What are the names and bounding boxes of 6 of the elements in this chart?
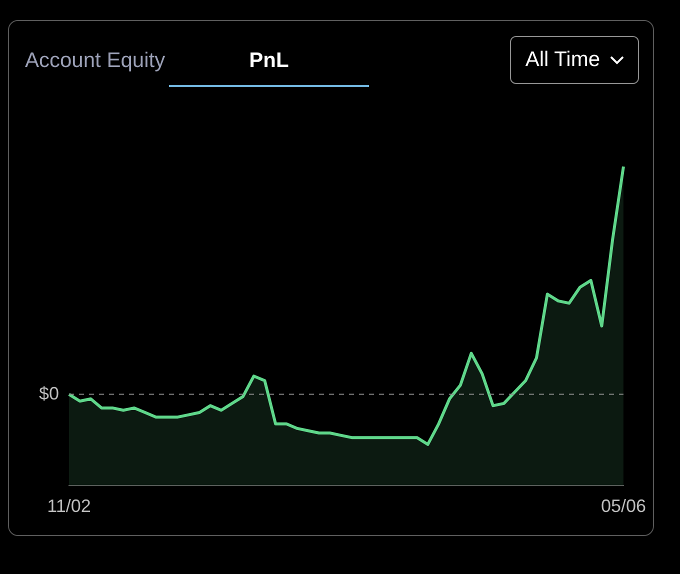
ref-line-label: $0: [38, 383, 59, 404]
text: All Time: [525, 48, 600, 72]
text: Account Equity: [25, 49, 166, 73]
x-tick-label: 05/06: [600, 496, 646, 516]
x-tick-label: 11/02: [47, 496, 91, 516]
text: PnL: [169, 49, 369, 87]
